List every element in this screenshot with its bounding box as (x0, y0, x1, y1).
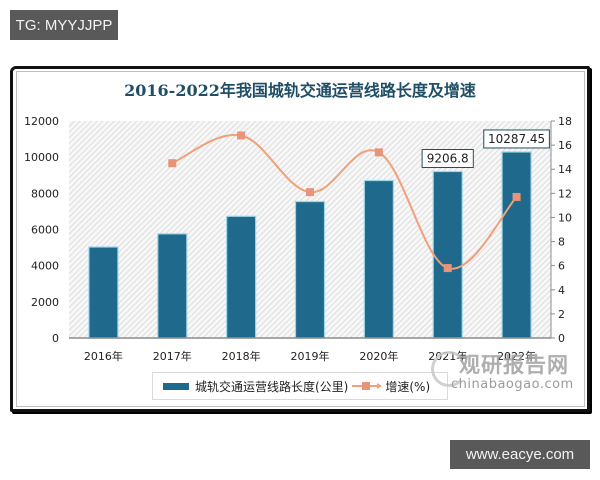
left-axis-tick-label: 8000 (31, 187, 59, 200)
bar-2018年 (226, 215, 257, 339)
growth-rate-marker (168, 159, 177, 168)
growth-rate-marker (512, 192, 521, 201)
growth-rate-marker (306, 188, 314, 197)
chart-frame: 2016-2022年我国城轨交通运营线路长度及增速 0 2000 4000 6000 8… (10, 66, 590, 412)
x-axis-tick-label: 2022年 (497, 349, 536, 363)
left-axis-tick-label: 4000 (31, 260, 59, 273)
bar-2019年 (294, 200, 326, 339)
bar-2022年 (501, 151, 532, 339)
legend-line-swatch (352, 381, 383, 391)
x-axis-tick-label: 2020年 (359, 349, 398, 363)
legend-bar-swatch (163, 382, 189, 390)
watermark-logo-icon (431, 351, 467, 387)
right-axis-tick-label: 2 (558, 308, 565, 321)
right-axis-tick-label: 6 (558, 260, 565, 273)
chart-plot: 0 2000 4000 6000 8000 10000 12000 0 2 4 6 8 10 12 14 16… (24, 115, 572, 363)
chart-title: 2016-2022年我国城轨交通运营线路长度及增速 (124, 81, 476, 100)
bar-2017年 (157, 233, 188, 339)
growth-rate-marker (237, 131, 246, 140)
left-axis-tick-label: 12000 (24, 115, 59, 128)
left-axis-tick-label: 10000 (24, 151, 59, 164)
left-axis-tick-label: 6000 (31, 224, 59, 237)
bar-2016年 (88, 246, 119, 339)
x-axis-tick-label: 2018年 (222, 349, 261, 363)
bar-2020年 (363, 179, 394, 339)
watermark-cn-text: 观研报告网 (459, 353, 569, 377)
x-axis-tick-label: 2017年 (153, 349, 192, 363)
data-label-text: 10287.45 (488, 132, 545, 146)
legend-label-growth: 增速(%) (385, 379, 431, 394)
growth-rate-marker (374, 148, 383, 157)
legend-label-length: 城轨交通运营线路长度(公里) (195, 379, 349, 394)
bar-2021年 (432, 170, 463, 339)
chart-legend: 城轨交通运营线路长度(公里) 增速(%) (152, 372, 448, 400)
left-axis-tick-label: 0 (52, 332, 59, 345)
right-axis-tick-label: 4 (558, 284, 565, 297)
x-axis-tick-label: 2016年 (84, 349, 123, 363)
right-axis-tick-label: 14 (558, 163, 572, 176)
right-axis-tick-label: 12 (558, 187, 572, 200)
growth-rate-marker (443, 264, 452, 273)
data-label-text: 9206.8 (427, 152, 469, 166)
chart-inner-border (16, 71, 585, 407)
chinabaogao-watermark: 观研报告网 chinabaogao.com (431, 349, 591, 399)
right-axis-tick-label: 16 (558, 139, 572, 152)
site-url-badge: www.eacye.com (450, 440, 590, 469)
left-axis-tick-label: 2000 (31, 296, 59, 309)
right-axis-tick-label: 8 (558, 236, 565, 249)
right-axis-tick-label: 10 (558, 211, 572, 224)
data-label-box (421, 149, 474, 169)
data-label-box (483, 129, 550, 149)
tg-watermark-badge: TG: MYYJJPP (10, 10, 118, 40)
right-axis-tick-label: 18 (558, 115, 572, 128)
watermark-en-text: chinabaogao.com (451, 377, 574, 392)
right-axis-tick-label: 0 (558, 332, 565, 345)
x-axis-tick-label: 2019年 (291, 349, 330, 363)
